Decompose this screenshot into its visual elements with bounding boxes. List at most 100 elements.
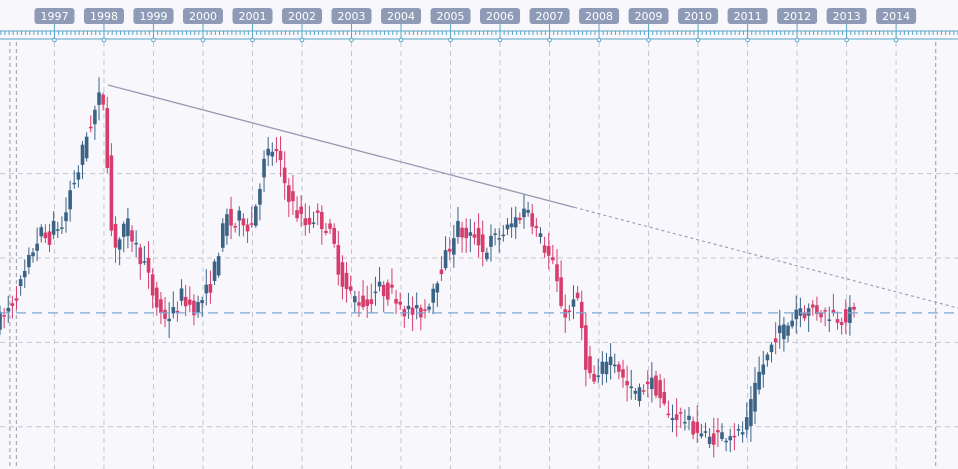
- candle-body: [299, 206, 303, 214]
- ruler-year-knob: [695, 37, 701, 43]
- year-tab-box: [331, 8, 372, 24]
- candle-down: [324, 222, 328, 236]
- year-tab-box: [232, 8, 273, 24]
- candle-body: [282, 167, 287, 184]
- year-tab: 1997: [34, 8, 75, 24]
- candle-down: [381, 280, 386, 313]
- candle-down: [691, 416, 695, 440]
- candle-up: [258, 183, 262, 221]
- candle-body: [76, 172, 81, 180]
- candle-body: [823, 310, 827, 312]
- vertical-markers: [9, 42, 937, 469]
- candle-up: [794, 295, 799, 334]
- candle-up: [171, 291, 176, 319]
- candle-body: [146, 257, 151, 273]
- candle-body: [827, 319, 832, 321]
- year-tab: 2003: [331, 8, 372, 24]
- candle-body: [435, 283, 440, 293]
- year-tab-label: 2009: [635, 10, 663, 23]
- candle-body: [60, 227, 64, 229]
- candle-body: [121, 223, 126, 237]
- candle-down: [518, 212, 522, 224]
- candle-body: [600, 361, 605, 374]
- year-tab-label: 2011: [734, 10, 762, 23]
- year-tab: 2005: [430, 8, 471, 24]
- candle-body: [35, 243, 39, 251]
- candle-down: [546, 232, 551, 270]
- candle-body: [315, 210, 320, 213]
- candle-down: [584, 312, 588, 387]
- candle-down: [348, 275, 353, 295]
- ruler-year-knob: [745, 37, 750, 43]
- candle-body: [303, 218, 308, 226]
- candle-up: [179, 279, 184, 306]
- candle-down: [233, 222, 237, 233]
- candle-body: [200, 299, 204, 304]
- candle-body: [196, 302, 200, 313]
- candle-body: [699, 433, 704, 437]
- year-tab-label: 2000: [189, 10, 217, 23]
- candle-down: [187, 286, 192, 313]
- candle-body: [138, 247, 143, 265]
- candle-down: [282, 151, 287, 200]
- candle-body: [307, 217, 312, 225]
- candle-body: [674, 414, 679, 420]
- candle-body: [357, 302, 361, 306]
- candle-down: [592, 365, 596, 385]
- candle-up: [600, 351, 605, 386]
- candle-down: [476, 213, 481, 258]
- candle-body: [320, 211, 324, 230]
- candle-up: [431, 283, 436, 315]
- candle-down: [291, 174, 295, 215]
- candle-up: [51, 211, 56, 240]
- candle-body: [18, 279, 23, 287]
- candle-body: [575, 292, 580, 299]
- candle-body: [505, 224, 510, 230]
- candle-down: [530, 204, 535, 235]
- candle-body: [835, 319, 840, 323]
- time-ruler[interactable]: [0, 24, 958, 43]
- candle-body: [629, 386, 634, 389]
- ruler-year-knob: [101, 37, 107, 43]
- candle-body: [633, 390, 638, 394]
- year-tab: 2010: [678, 8, 719, 24]
- candle-up: [117, 237, 122, 266]
- candle-up: [612, 353, 617, 374]
- candle-body: [340, 262, 345, 287]
- candle-up: [76, 165, 81, 188]
- candle-body: [175, 310, 180, 313]
- ruler-year-knob: [547, 37, 552, 43]
- candle-up: [134, 230, 138, 258]
- candle-body: [472, 234, 477, 238]
- candle-down: [138, 243, 143, 280]
- candle-up: [707, 428, 712, 448]
- candle-body: [617, 364, 621, 372]
- candle-body: [513, 217, 518, 228]
- candle-body: [794, 309, 799, 320]
- candle-down: [278, 136, 283, 177]
- candle-up: [633, 387, 638, 401]
- candle-body: [233, 225, 237, 228]
- candle-body: [431, 288, 436, 303]
- year-tab: 2009: [628, 8, 669, 24]
- candle-up: [513, 206, 518, 239]
- candle-up: [786, 322, 790, 343]
- candle-body: [542, 245, 547, 253]
- candle-down: [320, 205, 324, 245]
- candle-up: [452, 224, 456, 268]
- candle-body: [55, 229, 60, 231]
- candle-body: [274, 149, 279, 152]
- candle-body: [831, 309, 836, 314]
- candle-up: [311, 211, 316, 229]
- candle-body: [447, 248, 452, 252]
- candle-up: [80, 140, 85, 180]
- candle-up: [266, 136, 270, 167]
- candle-body: [328, 223, 332, 229]
- candle-body: [270, 151, 275, 157]
- candle-body: [237, 210, 242, 221]
- candle-body: [654, 375, 658, 396]
- candle-down: [810, 300, 815, 316]
- candle-down: [621, 359, 625, 388]
- year-tab-box: [34, 8, 75, 24]
- candle-body: [740, 432, 745, 435]
